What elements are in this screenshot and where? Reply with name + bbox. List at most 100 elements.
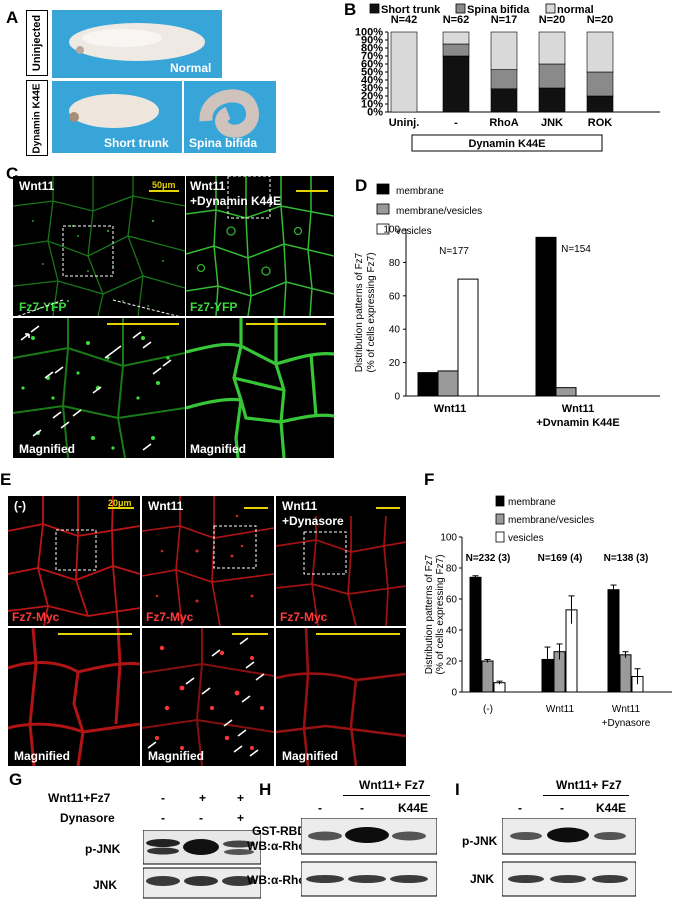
g-row-wnt11fz7: Wnt11+Fz7 — [48, 791, 111, 805]
photo-normal: Normal — [52, 10, 222, 78]
y-tick-label-d: 80 — [389, 258, 401, 269]
legend-swatch-f-0 — [495, 495, 505, 507]
x-tick-label-f: Wnt11 — [546, 704, 575, 715]
embryo-normal-image: Normal — [69, 23, 211, 75]
x-tick-label-d: Wnt11 — [434, 403, 466, 415]
magnified-label-e1: Magnified — [14, 749, 70, 763]
zoom-box — [55, 529, 97, 571]
h-blot-label-rhoa1: WB:α-RhoA — [247, 839, 315, 853]
legend-label-d-1: membrane/vesicles — [396, 206, 482, 217]
row-label-dynamin-box: Dynamin K44E — [26, 80, 48, 156]
g-blot-label-jnk: JNK — [93, 878, 118, 892]
h-header-line — [343, 795, 430, 796]
scale-label-e: 20μm — [108, 498, 132, 508]
micrograph-e-dynasore: Wnt11 +Dynasore Fz7-Myc — [276, 496, 406, 626]
bar-b-2 — [538, 31, 566, 65]
micrograph-e-control-magnified: Magnified — [8, 628, 140, 766]
legend-label-d-2: vesicles — [396, 226, 432, 237]
legend-label-b-0: Short trunk — [381, 4, 441, 16]
embryo-short-trunk-image: Short trunk — [69, 94, 169, 150]
g-sign-0-2: + — [237, 791, 245, 805]
bar-b-2 — [586, 31, 614, 73]
y-tick-label-b: 30% — [361, 83, 383, 95]
x-tick-label-f: (-) — [483, 704, 493, 715]
h-lane-2: K44E — [398, 801, 429, 815]
panel-label-e: E — [0, 470, 12, 489]
y-tick-label-b: 60% — [361, 59, 383, 71]
n-label-d: N=154 — [561, 244, 591, 255]
x-tick-label-b: ROK — [588, 117, 613, 129]
title-c-wnt11-2: Wnt11 — [190, 179, 226, 193]
h-blot-label-rhoa2: WB:α-RhoA — [247, 873, 315, 887]
bar-f-0 — [469, 576, 482, 693]
bar-b-0 — [538, 87, 566, 113]
g-blots — [143, 830, 261, 899]
y-axis-label-f: (% of cells expressing Fz7) — [435, 554, 446, 674]
y-tick-label-b: 100% — [355, 27, 383, 39]
channel-c-right: Fz7-YFP — [190, 300, 237, 314]
legend-swatch-f-1 — [495, 513, 505, 525]
panel-label-g: G — [9, 770, 23, 789]
legend-swatch-d-2 — [376, 223, 390, 235]
bar-d-2 — [457, 278, 479, 397]
x-tick-label-f: +Dynasore — [602, 718, 651, 729]
row-label-uninjected-box: Uninjected — [26, 10, 48, 76]
i-lane-2: K44E — [596, 801, 627, 815]
h-blots — [301, 818, 437, 897]
x-tick-label-f: Wnt11 — [612, 704, 641, 715]
i-lane-1: - — [560, 801, 564, 815]
bar-f-0 — [607, 589, 620, 693]
y-tick-label-f: 0 — [451, 688, 457, 699]
x-tick-label-b: Uninj. — [389, 117, 420, 129]
legend-label-f-2: vesicles — [508, 533, 544, 544]
title-e-wnt11-2: Wnt11 — [282, 499, 318, 513]
legend-label-f-1: membrane/vesicles — [508, 515, 594, 526]
g-blot-label-pjnk: p-JNK — [85, 842, 121, 856]
n-label-f: N=169 (4) — [538, 553, 583, 564]
micrograph-e-wnt11: Wnt11 Fz7-Myc — [142, 496, 274, 626]
y-axis-label-d: Distribution patterns of Fz7 — [354, 252, 365, 372]
h-lane-1: - — [360, 801, 364, 815]
bar-d-1 — [437, 370, 459, 397]
row-label-dynamin: Dynamin K44E — [31, 82, 43, 154]
photo-label-spina-bifida: Spina bifida — [189, 136, 257, 150]
chart-b: Short trunk Spina bifida normal 0%10%20%30%… — [355, 3, 660, 152]
group-box-b — [411, 134, 603, 152]
micrograph-c-wnt11: Wnt11 50μm Fz7-YFP — [13, 176, 185, 316]
legend-swatch-b-0 — [369, 3, 380, 14]
embryo-spina-bifida-image: Spina bifida — [189, 89, 259, 150]
y-tick-label-b: 90% — [361, 35, 383, 47]
y-tick-label-b: 50% — [361, 67, 383, 79]
panel-label-d: D — [355, 176, 368, 195]
bar-f-1 — [481, 660, 494, 693]
photo-short-trunk: Short trunk — [52, 81, 182, 153]
bar-b-0 — [586, 95, 614, 113]
micrograph-c-dynamin: Wnt11 +Dynamin K44E Fz7-YFP — [186, 176, 334, 316]
title-e-dynasore: +Dynasore — [282, 514, 344, 528]
panel-label-b: B — [344, 0, 357, 19]
micrograph-e-dynasore-magnified: Magnified — [276, 628, 406, 766]
zoom-box — [227, 176, 271, 219]
n-label-b: N=42 — [391, 14, 418, 26]
y-axis-label-f: Distribution patterns of Fz7 — [424, 554, 435, 674]
chart-f: membrane membrane/vesicles vesicles 0 20 40 60… — [424, 495, 672, 729]
arrow-markers — [20, 325, 172, 451]
bar-f-1 — [619, 654, 632, 693]
g-sign-0-0: - — [161, 791, 165, 805]
bar-d-0 — [535, 236, 557, 397]
i-header: Wnt11+ Fz7 — [556, 778, 622, 792]
g-row-dynasore: Dynasore — [60, 811, 115, 825]
y-tick-label-b: 10% — [361, 99, 383, 111]
h-header: Wnt11+ Fz7 — [359, 778, 425, 792]
bar-b-1 — [490, 69, 518, 90]
arrow-markers-e — [147, 637, 265, 757]
bar-b-1 — [538, 63, 566, 89]
bar-b-1 — [586, 71, 614, 97]
zoom-box — [62, 225, 114, 277]
channel-e-2: Fz7-Myc — [146, 610, 194, 624]
y-tick-label-b: 80% — [361, 43, 383, 55]
bar-b-2 — [490, 31, 518, 70]
title-e-control: (-) — [14, 499, 26, 513]
g-sign-1-0: - — [161, 811, 165, 825]
legend-label-f-0: membrane — [508, 497, 556, 508]
